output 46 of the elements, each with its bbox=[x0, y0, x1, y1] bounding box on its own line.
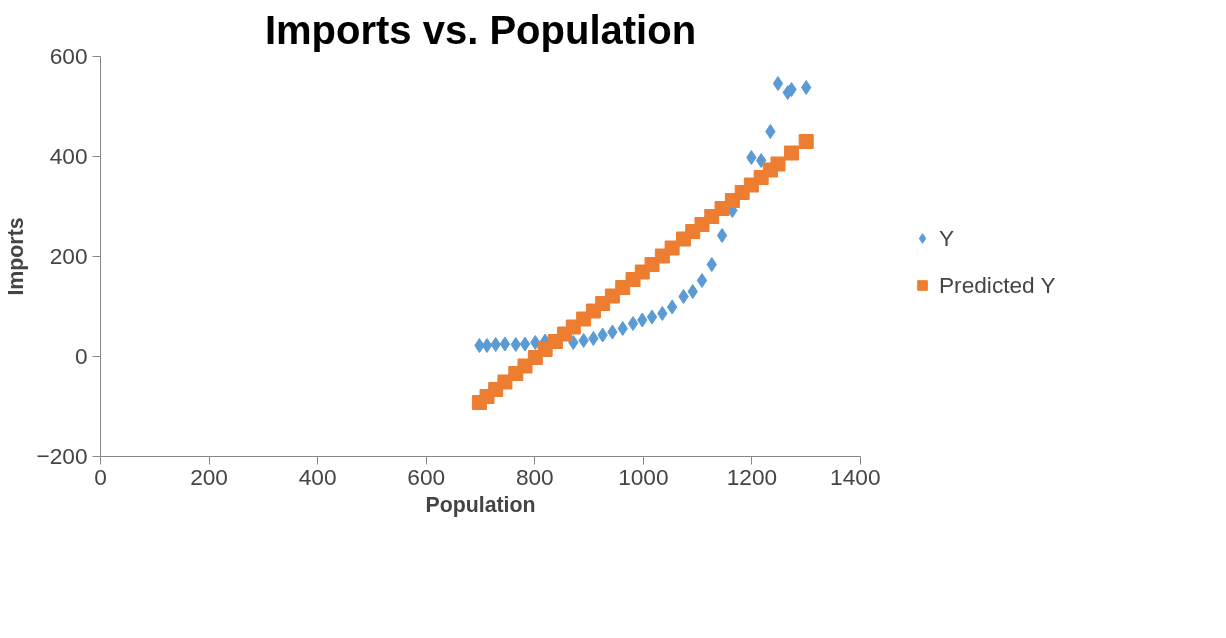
x-tick-label: 400 bbox=[298, 463, 337, 490]
y-tick-label: −200 bbox=[36, 443, 88, 469]
x-tick-label: 200 bbox=[190, 463, 228, 490]
point bbox=[696, 273, 708, 288]
x-tick-label: 1200 bbox=[726, 463, 778, 490]
point bbox=[499, 336, 511, 352]
y-axis-title: Imports bbox=[4, 217, 29, 296]
x-tick-label: 600 bbox=[407, 463, 446, 490]
point bbox=[490, 337, 501, 352]
chart-title: Imports vs. Population bbox=[264, 7, 697, 52]
point bbox=[617, 321, 628, 336]
point bbox=[801, 80, 812, 95]
point bbox=[772, 76, 784, 91]
x-tick-label: 1400 bbox=[830, 463, 881, 490]
point bbox=[755, 153, 767, 168]
point bbox=[798, 134, 814, 149]
point bbox=[786, 82, 797, 97]
x-tick-label: 800 bbox=[515, 463, 554, 490]
point bbox=[519, 336, 531, 352]
point bbox=[666, 299, 678, 315]
y-tick-label: 200 bbox=[49, 243, 88, 269]
legend-label: Y bbox=[939, 224, 956, 252]
y-tick-label: 400 bbox=[49, 143, 88, 169]
point bbox=[657, 306, 668, 321]
point bbox=[474, 338, 485, 353]
point bbox=[510, 337, 521, 352]
point bbox=[481, 338, 493, 353]
point bbox=[578, 333, 589, 348]
x-axis-title: Population bbox=[425, 492, 536, 517]
x-tick-label: 0 bbox=[94, 463, 107, 490]
point bbox=[770, 156, 786, 172]
legend-label: Predicted Y bbox=[939, 271, 1056, 299]
point bbox=[746, 150, 757, 165]
y-tick-label: 0 bbox=[74, 343, 88, 369]
point bbox=[687, 284, 698, 299]
y-tick-label: 600 bbox=[49, 43, 88, 69]
point bbox=[784, 145, 800, 161]
point bbox=[765, 124, 776, 139]
x-tick-label: 1000 bbox=[618, 463, 669, 490]
point bbox=[664, 240, 680, 256]
point bbox=[706, 257, 717, 272]
point bbox=[646, 309, 658, 325]
point bbox=[627, 316, 639, 331]
point bbox=[588, 331, 599, 346]
point bbox=[678, 289, 689, 304]
point bbox=[716, 228, 728, 243]
